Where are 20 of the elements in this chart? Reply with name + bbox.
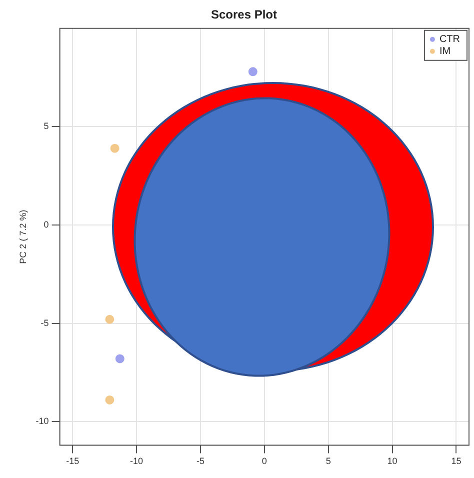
y-tick-label: -5 bbox=[40, 318, 49, 328]
x-tick-label: 0 bbox=[262, 456, 267, 466]
point bbox=[248, 67, 258, 76]
x-tick-label: 5 bbox=[326, 456, 331, 466]
x-tick-label: -15 bbox=[66, 456, 80, 466]
y-tick-label: 0 bbox=[44, 219, 49, 230]
legend-label: IM bbox=[439, 46, 451, 58]
point bbox=[105, 395, 114, 404]
y-tick-label: -10 bbox=[36, 416, 49, 426]
x-tick-label: 15 bbox=[451, 456, 462, 466]
point bbox=[115, 354, 124, 364]
point bbox=[110, 144, 120, 153]
chart-title: Scores Plot bbox=[210, 8, 278, 22]
x-tick-label: -5 bbox=[196, 456, 204, 466]
x-tick-label: -10 bbox=[130, 456, 144, 466]
legend-label: CTR bbox=[439, 34, 460, 46]
x-tick-label: 10 bbox=[387, 456, 398, 466]
y-axis-title: PC 2 ( 7.2 %) bbox=[18, 210, 28, 264]
point bbox=[105, 314, 114, 324]
y-tick-label: 5 bbox=[44, 121, 49, 132]
